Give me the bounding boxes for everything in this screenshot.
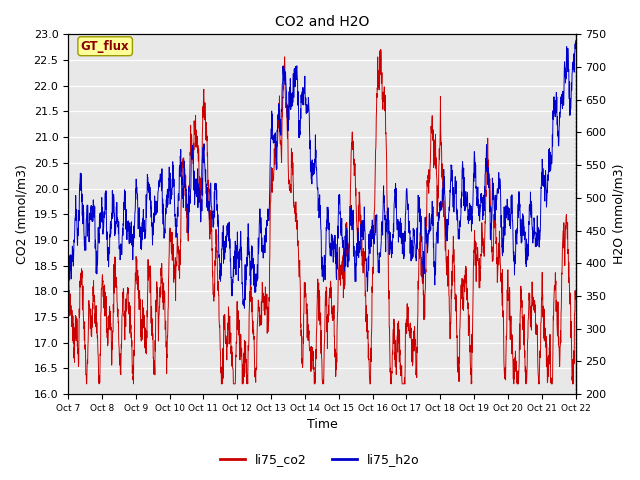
Title: CO2 and H2O: CO2 and H2O xyxy=(275,15,369,29)
Text: GT_flux: GT_flux xyxy=(81,40,129,53)
Legend: li75_co2, li75_h2o: li75_co2, li75_h2o xyxy=(215,448,425,471)
Y-axis label: H2O (mmol/m3): H2O (mmol/m3) xyxy=(612,164,625,264)
X-axis label: Time: Time xyxy=(307,419,337,432)
Y-axis label: CO2 (mmol/m3): CO2 (mmol/m3) xyxy=(15,164,28,264)
